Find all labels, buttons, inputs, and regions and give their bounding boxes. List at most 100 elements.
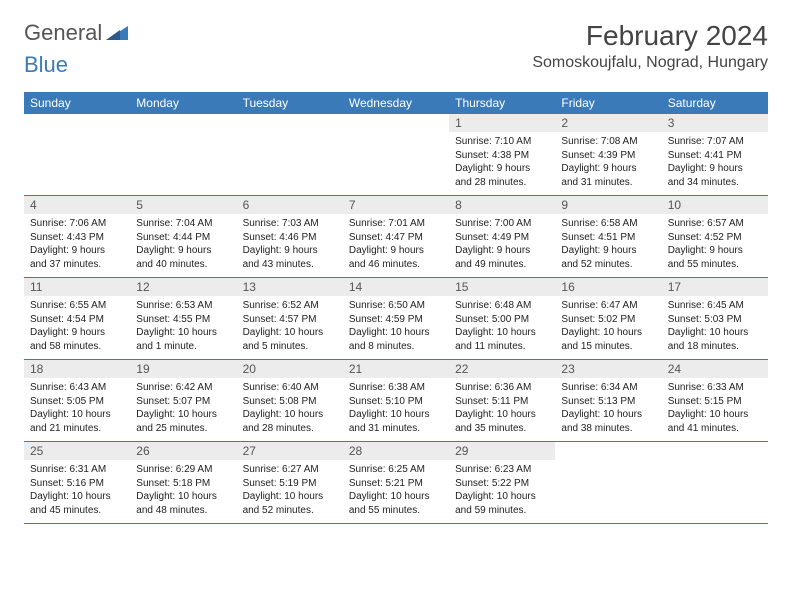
calendar-cell: 15Sunrise: 6:48 AMSunset: 5:00 PMDayligh… xyxy=(449,278,555,360)
detail-sunrise: Sunrise: 6:40 AM xyxy=(243,381,337,395)
detail-daylight1: Daylight: 10 hours xyxy=(243,408,337,422)
detail-sunset: Sunset: 4:52 PM xyxy=(668,231,762,245)
calendar-cell: 21Sunrise: 6:38 AMSunset: 5:10 PMDayligh… xyxy=(343,360,449,442)
day-details: Sunrise: 6:55 AMSunset: 4:54 PMDaylight:… xyxy=(24,296,130,359)
detail-sunrise: Sunrise: 6:52 AM xyxy=(243,299,337,313)
calendar-cell: 20Sunrise: 6:40 AMSunset: 5:08 PMDayligh… xyxy=(237,360,343,442)
detail-sunset: Sunset: 4:38 PM xyxy=(455,149,549,163)
detail-sunrise: Sunrise: 6:33 AM xyxy=(668,381,762,395)
detail-sunrise: Sunrise: 7:00 AM xyxy=(455,217,549,231)
detail-daylight1: Daylight: 10 hours xyxy=(349,490,443,504)
day-details: Sunrise: 6:53 AMSunset: 4:55 PMDaylight:… xyxy=(130,296,236,359)
calendar-cell: 2Sunrise: 7:08 AMSunset: 4:39 PMDaylight… xyxy=(555,114,661,196)
detail-sunset: Sunset: 4:41 PM xyxy=(668,149,762,163)
day-details: Sunrise: 6:38 AMSunset: 5:10 PMDaylight:… xyxy=(343,378,449,441)
brand-logo: General xyxy=(24,20,132,46)
detail-daylight2: and 52 minutes. xyxy=(243,504,337,518)
detail-sunset: Sunset: 4:44 PM xyxy=(136,231,230,245)
detail-daylight1: Daylight: 10 hours xyxy=(349,408,443,422)
detail-sunrise: Sunrise: 7:07 AM xyxy=(668,135,762,149)
detail-sunrise: Sunrise: 6:31 AM xyxy=(30,463,124,477)
detail-daylight2: and 45 minutes. xyxy=(30,504,124,518)
detail-sunrise: Sunrise: 6:48 AM xyxy=(455,299,549,313)
detail-sunset: Sunset: 5:05 PM xyxy=(30,395,124,409)
calendar-cell: 6Sunrise: 7:03 AMSunset: 4:46 PMDaylight… xyxy=(237,196,343,278)
detail-daylight2: and 35 minutes. xyxy=(455,422,549,436)
detail-sunrise: Sunrise: 7:06 AM xyxy=(30,217,124,231)
calendar-cell xyxy=(237,114,343,196)
calendar-cell: 27Sunrise: 6:27 AMSunset: 5:19 PMDayligh… xyxy=(237,442,343,524)
day-details: Sunrise: 7:10 AMSunset: 4:38 PMDaylight:… xyxy=(449,132,555,195)
detail-sunrise: Sunrise: 6:23 AM xyxy=(455,463,549,477)
detail-daylight2: and 11 minutes. xyxy=(455,340,549,354)
detail-daylight2: and 5 minutes. xyxy=(243,340,337,354)
detail-sunrise: Sunrise: 7:03 AM xyxy=(243,217,337,231)
day-details: Sunrise: 6:42 AMSunset: 5:07 PMDaylight:… xyxy=(130,378,236,441)
calendar-cell: 11Sunrise: 6:55 AMSunset: 4:54 PMDayligh… xyxy=(24,278,130,360)
detail-daylight2: and 15 minutes. xyxy=(561,340,655,354)
detail-daylight2: and 28 minutes. xyxy=(455,176,549,190)
day-details: Sunrise: 6:33 AMSunset: 5:15 PMDaylight:… xyxy=(662,378,768,441)
detail-daylight2: and 37 minutes. xyxy=(30,258,124,272)
detail-sunrise: Sunrise: 6:47 AM xyxy=(561,299,655,313)
calendar-cell xyxy=(555,442,661,524)
day-details: Sunrise: 7:04 AMSunset: 4:44 PMDaylight:… xyxy=(130,214,236,277)
detail-daylight1: Daylight: 9 hours xyxy=(668,244,762,258)
day-number: 16 xyxy=(555,278,661,296)
detail-daylight1: Daylight: 9 hours xyxy=(668,162,762,176)
day-details: Sunrise: 7:08 AMSunset: 4:39 PMDaylight:… xyxy=(555,132,661,195)
detail-daylight2: and 58 minutes. xyxy=(30,340,124,354)
detail-sunset: Sunset: 5:19 PM xyxy=(243,477,337,491)
calendar-cell: 14Sunrise: 6:50 AMSunset: 4:59 PMDayligh… xyxy=(343,278,449,360)
day-details: Sunrise: 6:52 AMSunset: 4:57 PMDaylight:… xyxy=(237,296,343,359)
logo-text-general: General xyxy=(24,20,102,46)
detail-sunset: Sunset: 4:46 PM xyxy=(243,231,337,245)
day-number: 22 xyxy=(449,360,555,378)
detail-sunset: Sunset: 5:02 PM xyxy=(561,313,655,327)
calendar-cell: 5Sunrise: 7:04 AMSunset: 4:44 PMDaylight… xyxy=(130,196,236,278)
detail-daylight1: Daylight: 10 hours xyxy=(136,490,230,504)
day-details: Sunrise: 7:07 AMSunset: 4:41 PMDaylight:… xyxy=(662,132,768,195)
calendar-table: Sunday Monday Tuesday Wednesday Thursday… xyxy=(24,92,768,524)
detail-daylight2: and 34 minutes. xyxy=(668,176,762,190)
day-number: 29 xyxy=(449,442,555,460)
detail-sunset: Sunset: 5:11 PM xyxy=(455,395,549,409)
calendar-cell xyxy=(24,114,130,196)
detail-daylight1: Daylight: 10 hours xyxy=(668,408,762,422)
detail-sunset: Sunset: 4:59 PM xyxy=(349,313,443,327)
detail-sunset: Sunset: 4:51 PM xyxy=(561,231,655,245)
day-details: Sunrise: 6:36 AMSunset: 5:11 PMDaylight:… xyxy=(449,378,555,441)
day-details: Sunrise: 6:34 AMSunset: 5:13 PMDaylight:… xyxy=(555,378,661,441)
day-details: Sunrise: 6:25 AMSunset: 5:21 PMDaylight:… xyxy=(343,460,449,523)
detail-daylight2: and 8 minutes. xyxy=(349,340,443,354)
detail-sunset: Sunset: 5:13 PM xyxy=(561,395,655,409)
day-details: Sunrise: 7:06 AMSunset: 4:43 PMDaylight:… xyxy=(24,214,130,277)
day-number: 3 xyxy=(662,114,768,132)
calendar-cell xyxy=(343,114,449,196)
day-number: 6 xyxy=(237,196,343,214)
calendar-cell: 16Sunrise: 6:47 AMSunset: 5:02 PMDayligh… xyxy=(555,278,661,360)
detail-daylight2: and 55 minutes. xyxy=(349,504,443,518)
detail-daylight2: and 25 minutes. xyxy=(136,422,230,436)
day-header: Friday xyxy=(555,92,661,114)
day-number: 4 xyxy=(24,196,130,214)
day-details: Sunrise: 6:50 AMSunset: 4:59 PMDaylight:… xyxy=(343,296,449,359)
detail-daylight1: Daylight: 10 hours xyxy=(455,326,549,340)
detail-daylight2: and 38 minutes. xyxy=(561,422,655,436)
detail-daylight1: Daylight: 9 hours xyxy=(30,244,124,258)
day-details: Sunrise: 6:48 AMSunset: 5:00 PMDaylight:… xyxy=(449,296,555,359)
location-subtitle: Somoskoujfalu, Nograd, Hungary xyxy=(532,54,768,72)
day-header: Wednesday xyxy=(343,92,449,114)
detail-sunset: Sunset: 4:39 PM xyxy=(561,149,655,163)
detail-sunset: Sunset: 5:18 PM xyxy=(136,477,230,491)
calendar-cell: 17Sunrise: 6:45 AMSunset: 5:03 PMDayligh… xyxy=(662,278,768,360)
detail-daylight2: and 31 minutes. xyxy=(561,176,655,190)
detail-sunset: Sunset: 5:21 PM xyxy=(349,477,443,491)
detail-daylight1: Daylight: 10 hours xyxy=(455,408,549,422)
detail-daylight2: and 46 minutes. xyxy=(349,258,443,272)
detail-sunrise: Sunrise: 6:42 AM xyxy=(136,381,230,395)
day-header: Monday xyxy=(130,92,236,114)
detail-daylight2: and 49 minutes. xyxy=(455,258,549,272)
day-number: 26 xyxy=(130,442,236,460)
day-number: 12 xyxy=(130,278,236,296)
